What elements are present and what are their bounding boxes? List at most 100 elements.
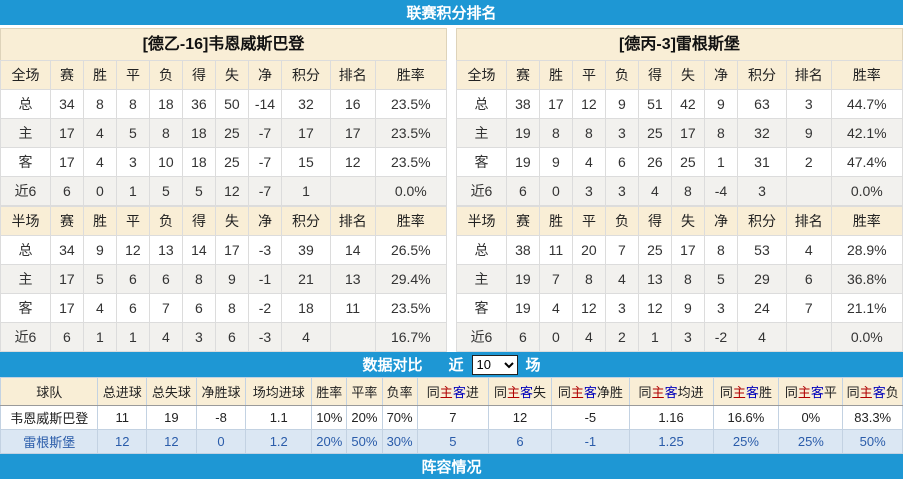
stat-cell: 6	[148, 264, 183, 294]
stat-cell: 17	[670, 235, 705, 265]
row-label: 客	[0, 147, 51, 177]
stat-cell: 34	[49, 89, 84, 119]
stat-cell: 5	[703, 264, 738, 294]
header-part-home: 主	[506, 385, 520, 400]
stat-cell: 12	[487, 405, 553, 430]
stat-cell: 1.16	[628, 405, 714, 430]
table-row-total: 总 34 8 8 18 36 50 -14 32 16 23.5%	[0, 89, 448, 119]
stat-cell: 7	[538, 264, 573, 294]
stat-cell: 6	[214, 322, 249, 352]
stat-cell: 4	[538, 293, 573, 323]
stat-cell: 17	[49, 293, 84, 323]
left-half-table: 半场 赛 胜 平 负 得 失 净 积分 排名 胜率 总 34 9	[0, 206, 448, 352]
row-label: 总	[0, 89, 51, 119]
points-cell: 32	[280, 89, 331, 119]
header-part: 胜	[758, 385, 772, 400]
stat-cell: 16.6%	[712, 405, 780, 430]
stat-cell: 1	[637, 322, 672, 352]
stat-cell: 3	[115, 147, 150, 177]
row-label: 客	[0, 293, 51, 323]
stat-cell: 4	[637, 176, 672, 206]
col-header: 同主客平	[778, 377, 844, 406]
stat-cell: 0	[538, 322, 573, 352]
row-label: 总	[456, 89, 507, 119]
table-header-row: 全场 赛 胜 平 负 得 失 净 积分 排名 胜率	[456, 60, 903, 90]
col-header: 净	[247, 206, 282, 236]
header-part: 均进	[677, 385, 704, 400]
right-team-panel: [德丙-3]雷根斯堡 全场 赛 胜 平 负 得 失 净 积分 排名 胜率	[456, 28, 903, 352]
col-header: 同主客净胜	[551, 377, 630, 406]
winrate-cell: 23.5%	[374, 118, 448, 148]
table-row-away: 客 19 9 4 6 26 25 1 31 2 47.4%	[456, 147, 903, 177]
col-header: 胜率	[374, 60, 448, 90]
stat-cell: 6	[181, 293, 216, 323]
stat-cell: 5	[416, 429, 489, 454]
lineup-bar: 阵容情况	[0, 454, 903, 479]
col-header: 排名	[329, 60, 376, 90]
stat-cell: 3	[670, 322, 705, 352]
stat-cell: 6	[49, 176, 84, 206]
stat-cell: 4	[82, 293, 117, 323]
stat-cell: 8	[703, 235, 738, 265]
stat-cell: 5	[148, 176, 183, 206]
stat-cell: 4	[148, 322, 183, 352]
comparison-table: 球队 总进球 总失球 净胜球 场均进球 胜率 平率 负率 同主客进 同主客失 同…	[0, 377, 903, 454]
stat-cell: 25%	[712, 429, 780, 454]
col-header: 积分	[736, 206, 787, 236]
points-cell: 15	[280, 147, 331, 177]
col-header: 得	[181, 60, 216, 90]
col-header: 平	[571, 60, 606, 90]
stat-cell: 3	[604, 176, 639, 206]
col-header: 排名	[785, 60, 832, 90]
data-compare-bar: 数据对比 近 10 场	[0, 352, 903, 377]
stat-cell: 4	[571, 322, 606, 352]
table-row-home: 主 17 5 6 6 8 9 -1 21 13 29.4%	[0, 264, 448, 294]
rank-cell: 6	[785, 264, 832, 294]
winrate-cell: 26.5%	[374, 235, 448, 265]
points-cell: 63	[736, 89, 787, 119]
data-compare-title: 数据对比	[362, 357, 423, 374]
stat-cell: 17	[538, 89, 573, 119]
stat-cell: 17	[49, 118, 84, 148]
team-name-cell: 雷根斯堡	[0, 429, 99, 454]
table-row-home: 主 17 4 5 8 18 25 -7 17 17 23.5%	[0, 118, 448, 148]
stat-cell: 8	[703, 118, 738, 148]
row-label: 主	[0, 264, 51, 294]
header-part-away: 客	[810, 385, 824, 400]
team-panels: [德乙-16]韦恩威斯巴登 全场 赛 胜 平 负 得 失 净 积分 排名 胜率	[0, 25, 903, 352]
winrate-cell: 0.0%	[830, 322, 903, 352]
col-header: 赛	[505, 60, 540, 90]
col-header: 失	[670, 60, 705, 90]
points-cell: 17	[280, 118, 331, 148]
team-name-cell: 韦恩威斯巴登	[0, 405, 99, 430]
stat-cell: 19	[505, 264, 540, 294]
col-header: 排名	[329, 206, 376, 236]
col-header: 胜率	[374, 206, 448, 236]
stat-cell: 12	[97, 429, 148, 454]
col-header: 失	[214, 60, 249, 90]
winrate-cell: 16.7%	[374, 322, 448, 352]
stat-cell: -5	[551, 405, 630, 430]
stat-cell: 20%	[346, 405, 383, 430]
stat-cell: 25%	[778, 429, 844, 454]
rank-cell	[785, 322, 832, 352]
stat-cell: 25	[637, 118, 672, 148]
stat-cell: -4	[703, 176, 738, 206]
col-header: 负	[604, 60, 639, 90]
rank-cell	[785, 176, 832, 206]
col-header: 净	[703, 206, 738, 236]
col-header: 负	[148, 60, 183, 90]
stat-cell: 1	[115, 322, 150, 352]
stat-cell: 8	[538, 118, 573, 148]
table-header-row: 半场 赛 胜 平 负 得 失 净 积分 排名 胜率	[0, 206, 448, 236]
stat-cell: 0	[538, 176, 573, 206]
recent-games-select[interactable]: 10	[471, 354, 518, 375]
col-header: 负	[604, 206, 639, 236]
table-row-total: 总 38 11 20 7 25 17 8 53 4 28.9%	[456, 235, 903, 265]
stat-cell: 20%	[311, 429, 348, 454]
stat-cell: 0%	[778, 405, 844, 430]
rank-cell: 13	[329, 264, 376, 294]
table-row-last6: 近6 6 1 1 4 3 6 -3 4 16.7%	[0, 322, 448, 352]
stat-cell: -3	[247, 235, 282, 265]
stat-cell: 25	[637, 235, 672, 265]
